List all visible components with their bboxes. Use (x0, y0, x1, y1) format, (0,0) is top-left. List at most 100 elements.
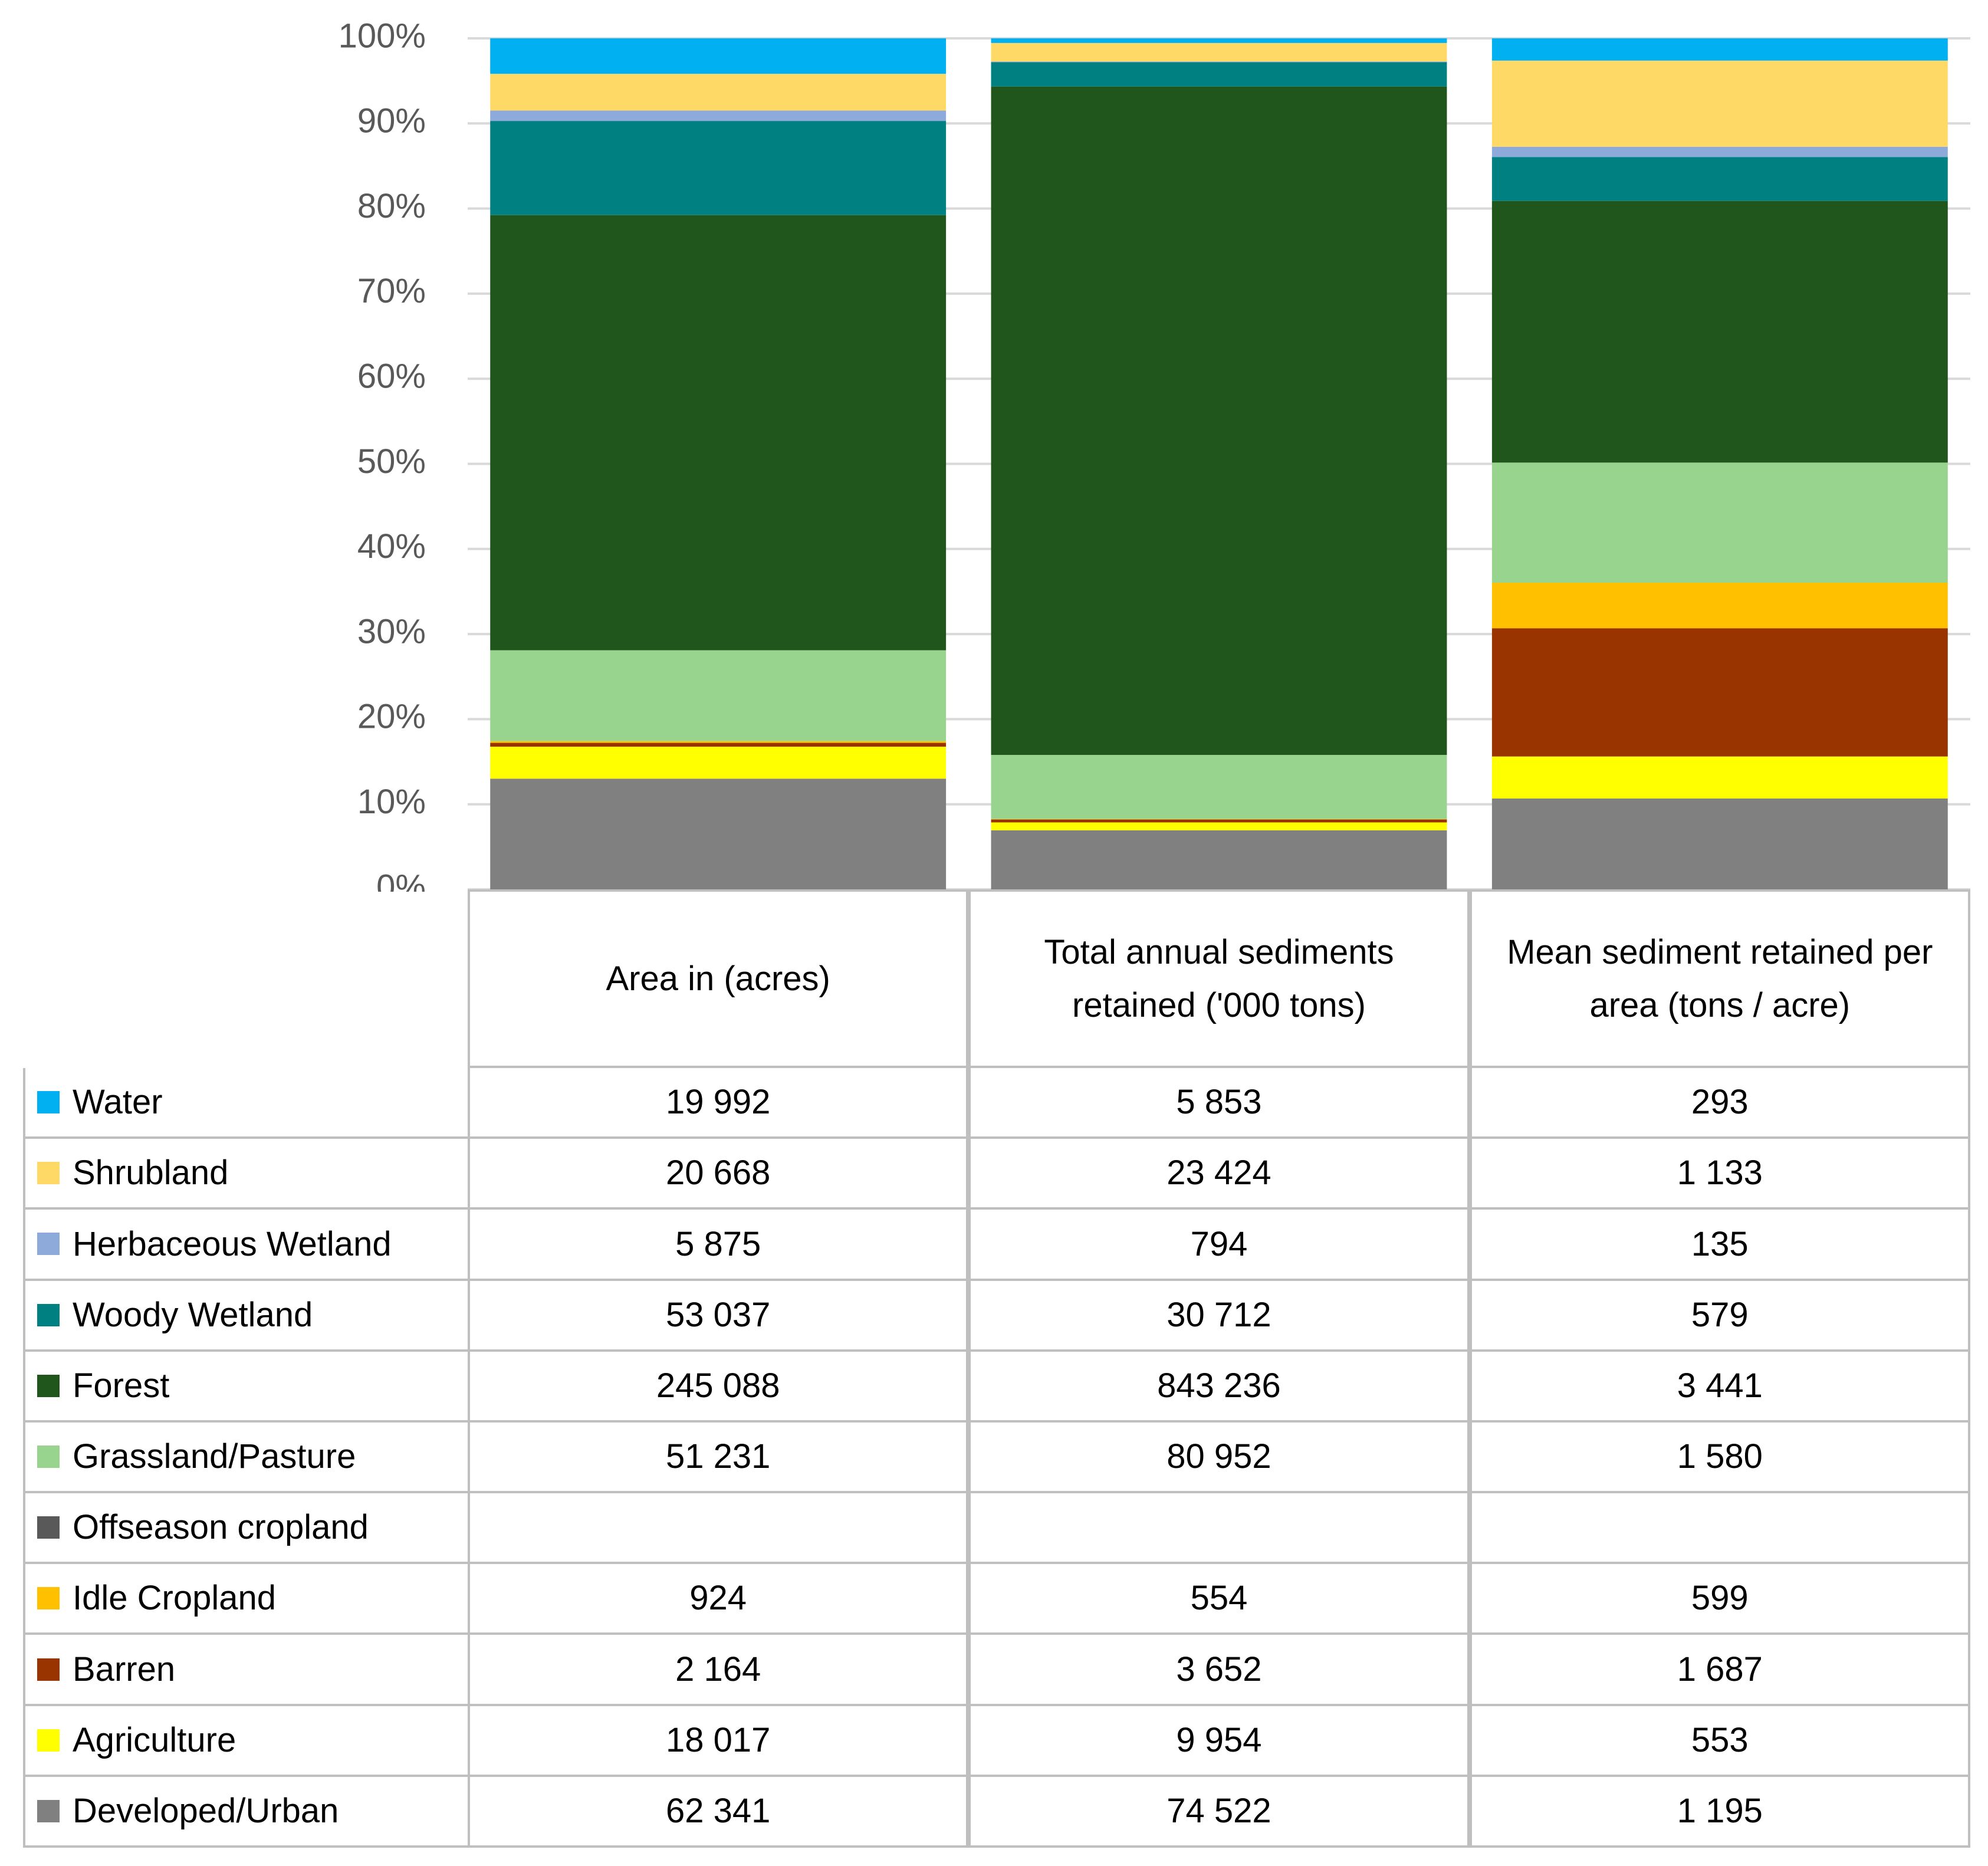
table-cell (968, 1493, 1470, 1565)
table-cell: 1 687 (1469, 1635, 1970, 1706)
column-header: Mean sediment retained per area (tons / … (1469, 889, 1970, 1068)
bar-segment (991, 86, 1447, 755)
value-label: 135 (1691, 1224, 1749, 1263)
value-label: 20 668 (665, 1154, 771, 1192)
legend-label: Forest (73, 1366, 170, 1405)
table-cell: 19 992 (468, 1068, 969, 1139)
value-label: 3 652 (1176, 1650, 1262, 1688)
bar-segment (490, 215, 947, 651)
table-cell: 3 441 (1469, 1351, 1970, 1423)
value-label: 80 952 (1166, 1437, 1271, 1476)
value-label: 843 236 (1157, 1366, 1281, 1405)
legend-entry: Shrubland (23, 1139, 468, 1210)
y-tick-label: 60% (357, 357, 426, 396)
value-label: 51 231 (665, 1437, 771, 1476)
bar-segment (991, 830, 1447, 889)
bar-segment (1491, 798, 1948, 889)
legend-entry: Idle Cropland (23, 1564, 468, 1635)
value-label: 245 088 (656, 1366, 780, 1405)
legend-label: Developed/Urban (73, 1791, 339, 1830)
value-label: 599 (1691, 1579, 1749, 1618)
y-tick-label: 50% (357, 442, 426, 481)
table-cell: 51 231 (468, 1422, 969, 1494)
legend-swatch (37, 1374, 60, 1397)
y-tick-label: 20% (357, 698, 426, 736)
legend-entry: Agriculture (23, 1706, 468, 1777)
value-label: 2 164 (675, 1650, 761, 1688)
table-cell: 23 424 (968, 1139, 1470, 1210)
bar-segment (1491, 462, 1948, 583)
table-cell: 18 017 (468, 1706, 969, 1777)
legend-label: Grassland/Pasture (73, 1437, 356, 1476)
table-cell: 554 (968, 1564, 1470, 1635)
legend-entry: Developed/Urban (23, 1776, 468, 1848)
bar-segment (1491, 157, 1948, 201)
column-header-text: Total annual sediments retained ('000 to… (1044, 932, 1394, 1024)
value-label: 579 (1691, 1295, 1749, 1334)
value-label: 293 (1691, 1083, 1749, 1122)
legend-entry: Grassland/Pasture (23, 1422, 468, 1494)
legend-label: Offseason cropland (73, 1508, 369, 1547)
legend-swatch (37, 1799, 60, 1822)
legend-swatch (37, 1303, 60, 1326)
value-label: 1 580 (1677, 1437, 1763, 1476)
value-label: 9 954 (1176, 1720, 1262, 1759)
value-label: 794 (1190, 1224, 1248, 1263)
y-tick-label: 70% (357, 272, 426, 310)
table-cell: 794 (968, 1210, 1470, 1281)
bar-segment (1491, 628, 1948, 757)
bar-segment (490, 74, 947, 111)
y-tick-label: 10% (357, 783, 426, 821)
value-label: 19 992 (665, 1083, 771, 1122)
bar-segment (991, 61, 1447, 63)
bar-segment (991, 819, 1447, 820)
column-header: Area in (acres) (468, 889, 969, 1068)
table-cell: 74 522 (968, 1776, 1470, 1848)
bar-segment (490, 741, 947, 743)
bar-segment (991, 819, 1447, 823)
table-cell: 30 712 (968, 1280, 1470, 1352)
bar-segment (991, 62, 1447, 87)
table-cell: 5 875 (468, 1210, 969, 1281)
y-tick-label: 80% (357, 187, 426, 225)
value-label: 62 341 (665, 1791, 771, 1830)
legend-entry: Forest (23, 1351, 468, 1423)
legend-entry: Herbaceous Wetland (23, 1210, 468, 1281)
bar-segment (991, 38, 1447, 43)
value-label: 53 037 (665, 1295, 771, 1334)
legend-swatch (37, 1233, 60, 1256)
legend-swatch (37, 1516, 60, 1539)
value-label: 1 687 (1677, 1650, 1763, 1688)
table-cell: 62 341 (468, 1776, 969, 1848)
table-cell: 1 580 (1469, 1422, 1970, 1494)
legend-entry: Woody Wetland (23, 1280, 468, 1352)
column-header-text: Mean sediment retained per area (tons / … (1507, 932, 1933, 1024)
bar-segment (490, 38, 947, 74)
legend-swatch (37, 1445, 60, 1468)
legend-label: Shrubland (73, 1154, 229, 1192)
value-label: 74 522 (1166, 1791, 1271, 1830)
table-cell: 9 954 (968, 1706, 1470, 1777)
legend-swatch (37, 1729, 60, 1752)
table-cell: 5 853 (968, 1068, 1470, 1139)
table-cell: 53 037 (468, 1280, 969, 1352)
legend-label: Herbaceous Wetland (73, 1224, 392, 1263)
legend-label: Woody Wetland (73, 1295, 313, 1334)
bar-segment (1491, 146, 1948, 157)
table-cell: 80 952 (968, 1422, 1470, 1494)
y-tick-label: 90% (357, 102, 426, 140)
legend-swatch (37, 1658, 60, 1681)
value-label: 554 (1190, 1579, 1248, 1618)
bar-segment (1491, 201, 1948, 463)
legend-entry: Offseason cropland (23, 1493, 468, 1565)
bar-segment (490, 778, 947, 889)
value-label: 1 133 (1677, 1154, 1763, 1192)
table-cell: 2 164 (468, 1635, 969, 1706)
bar-segment (991, 42, 1447, 62)
column-header-text: Area in (acres) (606, 959, 830, 998)
legend-label: Agriculture (73, 1720, 236, 1759)
table-cell: 599 (1469, 1564, 1970, 1635)
value-label: 18 017 (665, 1720, 771, 1759)
value-label: 924 (689, 1579, 747, 1618)
y-tick-label: 100% (339, 17, 426, 55)
